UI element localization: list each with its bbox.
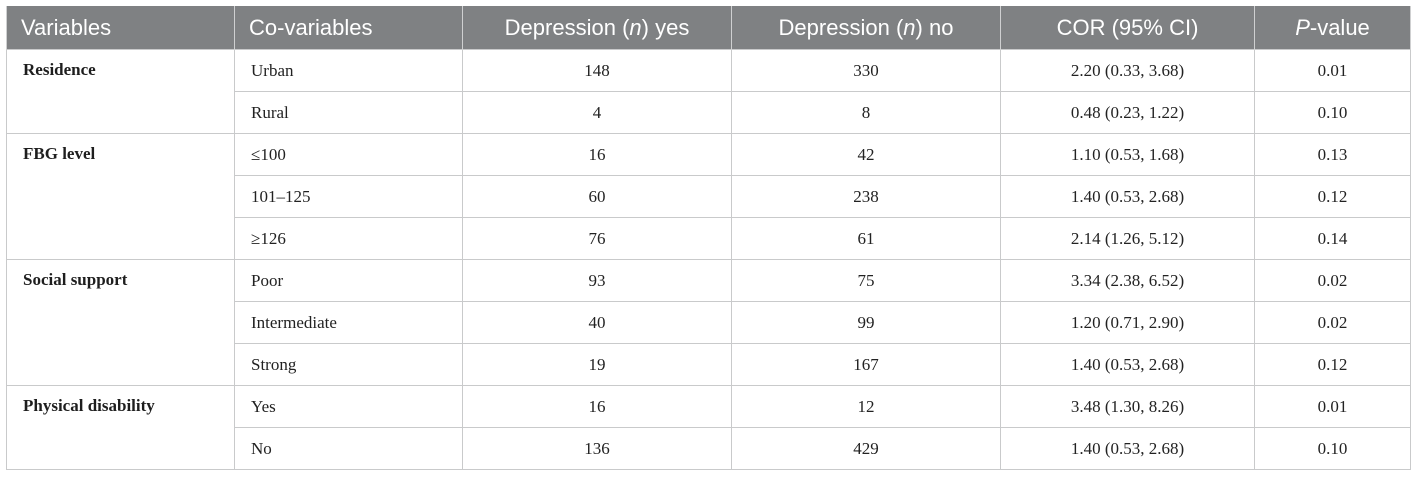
p-value-cell: 0.10: [1254, 91, 1411, 134]
depression-no-cell: 238: [731, 175, 1001, 218]
table-row: 101–125 60 238 1.40 (0.53, 2.68) 0.12: [7, 175, 1411, 218]
table-header: Variables Co-variables Depression (n) ye…: [6, 6, 1411, 50]
p-value-cell: 0.12: [1254, 343, 1411, 386]
table-row: Rural 4 8 0.48 (0.23, 1.22) 0.10: [7, 91, 1411, 134]
header-depression-yes: Depression (n) yes: [462, 6, 732, 50]
covariable-cell: Rural: [234, 91, 463, 134]
table-row: Strong 19 167 1.40 (0.53, 2.68) 0.12: [7, 343, 1411, 386]
header-variables: Variables: [6, 6, 235, 50]
depression-no-cell: 12: [731, 385, 1001, 428]
depression-yes-cell: 148: [462, 49, 732, 92]
covariable-cell: ≤100: [234, 133, 463, 176]
depression-yes-cell: 19: [462, 343, 732, 386]
cor-cell: 1.40 (0.53, 2.68): [1000, 427, 1255, 470]
variable-cell: Social support: [6, 259, 235, 386]
cor-cell: 1.20 (0.71, 2.90): [1000, 301, 1255, 344]
results-table: Variables Co-variables Depression (n) ye…: [6, 6, 1411, 470]
depression-yes-cell: 136: [462, 427, 732, 470]
table-row: Intermediate 40 99 1.20 (0.71, 2.90) 0.0…: [7, 301, 1411, 344]
p-value-cell: 0.14: [1254, 217, 1411, 260]
cor-cell: 1.40 (0.53, 2.68): [1000, 343, 1255, 386]
table-row: FBG level ≤100 16 42 1.10 (0.53, 1.68) 0…: [6, 133, 1411, 260]
header-row: Variables Co-variables Depression (n) ye…: [6, 6, 1411, 50]
cor-cell: 0.48 (0.23, 1.22): [1000, 91, 1255, 134]
p-value-cell: 0.13: [1254, 133, 1411, 176]
table-row: Physical disability Yes 16 12 3.48 (1.30…: [6, 385, 1411, 470]
p-value-cell: 0.10: [1254, 427, 1411, 470]
table-row: No 136 429 1.40 (0.53, 2.68) 0.10: [7, 427, 1411, 470]
depression-yes-cell: 16: [462, 385, 732, 428]
variable-cell: FBG level: [6, 133, 235, 260]
depression-yes-cell: 93: [462, 259, 732, 302]
depression-no-cell: 429: [731, 427, 1001, 470]
p-value-cell: 0.01: [1254, 49, 1411, 92]
depression-yes-cell: 4: [462, 91, 732, 134]
cor-cell: 3.34 (2.38, 6.52): [1000, 259, 1255, 302]
cor-cell: 1.10 (0.53, 1.68): [1000, 133, 1255, 176]
covariable-cell: Urban: [234, 49, 463, 92]
header-depression-no: Depression (n) no: [731, 6, 1001, 50]
covariable-cell: Poor: [234, 259, 463, 302]
depression-yes-cell: 60: [462, 175, 732, 218]
p-value-cell: 0.01: [1254, 385, 1411, 428]
depression-no-cell: 8: [731, 91, 1001, 134]
covariable-cell: No: [234, 427, 463, 470]
p-value-cell: 0.12: [1254, 175, 1411, 218]
depression-yes-cell: 40: [462, 301, 732, 344]
depression-yes-cell: 76: [462, 217, 732, 260]
covariable-cell: Yes: [234, 385, 463, 428]
variable-cell: Physical disability: [6, 385, 235, 470]
covariable-cell: 101–125: [234, 175, 463, 218]
depression-no-cell: 61: [731, 217, 1001, 260]
depression-no-cell: 99: [731, 301, 1001, 344]
table-body: Residence Urban 148 330 2.20 (0.33, 3.68…: [6, 49, 1411, 470]
variable-cell: Residence: [6, 49, 235, 134]
header-cor: COR (95% CI): [1000, 6, 1255, 50]
depression-no-cell: 330: [731, 49, 1001, 92]
cor-cell: 1.40 (0.53, 2.68): [1000, 175, 1255, 218]
table-row: Residence Urban 148 330 2.20 (0.33, 3.68…: [6, 49, 1411, 134]
cor-cell: 2.14 (1.26, 5.12): [1000, 217, 1255, 260]
depression-yes-cell: 16: [462, 133, 732, 176]
covariable-cell: ≥126: [234, 217, 463, 260]
header-p-value: P-value: [1254, 6, 1411, 50]
covariable-cell: Intermediate: [234, 301, 463, 344]
cor-cell: 3.48 (1.30, 8.26): [1000, 385, 1255, 428]
p-value-cell: 0.02: [1254, 259, 1411, 302]
p-value-cell: 0.02: [1254, 301, 1411, 344]
cor-cell: 2.20 (0.33, 3.68): [1000, 49, 1255, 92]
depression-no-cell: 167: [731, 343, 1001, 386]
covariable-cell: Strong: [234, 343, 463, 386]
depression-no-cell: 42: [731, 133, 1001, 176]
header-co-variables: Co-variables: [234, 6, 463, 50]
depression-no-cell: 75: [731, 259, 1001, 302]
table-row: Social support Poor 93 75 3.34 (2.38, 6.…: [6, 259, 1411, 386]
